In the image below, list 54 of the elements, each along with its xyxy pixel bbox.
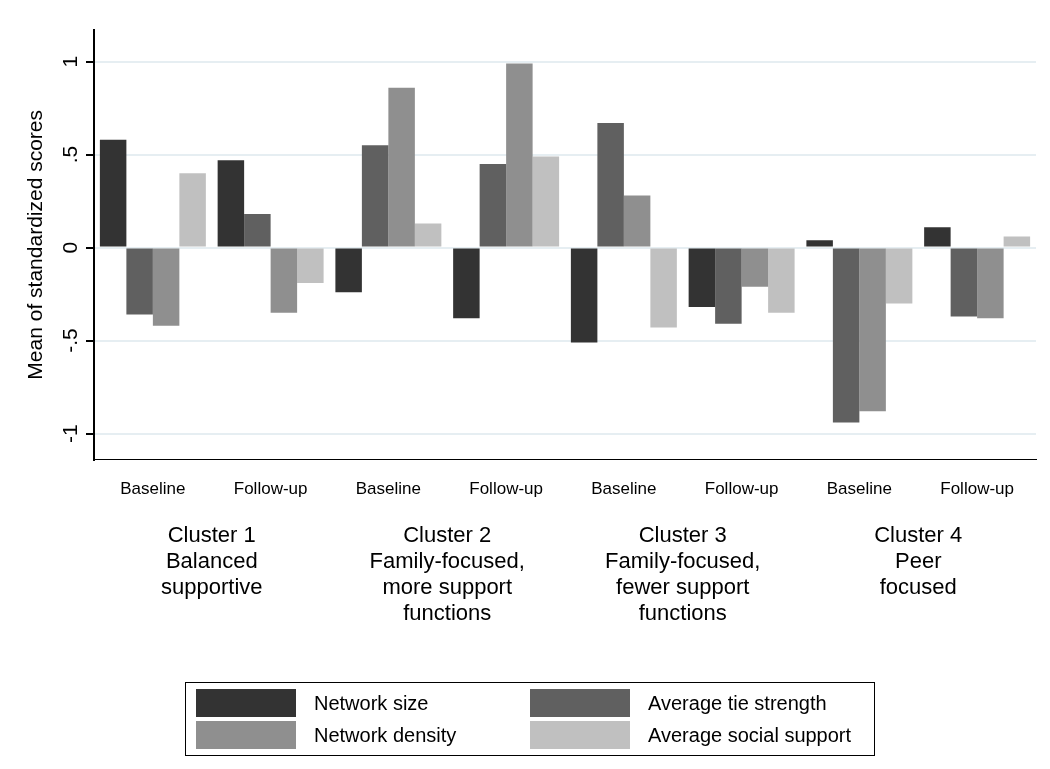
- x-tick-label: Follow-up: [469, 479, 543, 499]
- bar: [950, 248, 978, 317]
- bar: [270, 248, 298, 313]
- bar: [924, 227, 951, 247]
- x-tick-label: Baseline: [120, 479, 186, 499]
- bar: [806, 240, 833, 247]
- bar: [597, 122, 624, 247]
- bar: [453, 248, 480, 319]
- legend-label: Average tie strength: [648, 691, 827, 715]
- bar: [479, 163, 507, 247]
- bar: [335, 248, 362, 293]
- bar: [832, 248, 860, 423]
- bar: [99, 139, 127, 247]
- bar: [152, 248, 180, 326]
- bar: [388, 87, 415, 247]
- text: Cluster 2 Family-focused, more support functions: [369, 522, 525, 626]
- bar: [623, 195, 651, 247]
- legend-label: Network size: [314, 691, 429, 715]
- bar: [977, 248, 1004, 319]
- bar: [244, 214, 271, 247]
- bar: [650, 248, 677, 328]
- x-tick-label: Baseline: [355, 479, 421, 499]
- y-axis-title: Mean of standardized scores: [23, 109, 47, 380]
- bar: [297, 248, 324, 283]
- y-tick-label: .5: [58, 145, 82, 164]
- x-tick-label: Follow-up: [940, 479, 1014, 499]
- text: Cluster 1 Balanced supportive: [160, 522, 263, 600]
- legend-label: Network density: [314, 723, 457, 747]
- y-tick-label: -.5: [58, 328, 82, 353]
- bar: [179, 173, 206, 247]
- bar: [715, 248, 742, 324]
- bar: [885, 248, 913, 304]
- y-tick-label: 1: [58, 55, 82, 68]
- bar: [361, 145, 389, 247]
- text: Cluster 4 Peer focused: [874, 522, 963, 600]
- y-tick-label: -1: [58, 424, 82, 443]
- y-tick-label: 0: [58, 241, 82, 254]
- bar: [859, 248, 886, 412]
- legend-label: Average social support: [648, 723, 852, 747]
- x-tick-label: Follow-up: [233, 479, 308, 499]
- bar: [570, 248, 598, 343]
- x-tick-label: Baseline: [591, 479, 657, 499]
- bar: [126, 248, 153, 315]
- text: Cluster 3 Family-focused, fewer support functions: [605, 522, 761, 626]
- bar: [688, 248, 716, 308]
- bar: [1003, 236, 1031, 247]
- x-tick-label: Baseline: [826, 479, 892, 499]
- bar: [506, 63, 533, 247]
- x-tick-label: Follow-up: [704, 479, 779, 499]
- bar: [532, 156, 560, 247]
- bar: [741, 248, 769, 287]
- bar: [768, 248, 795, 313]
- bar: [217, 160, 245, 247]
- bar: [414, 223, 442, 247]
